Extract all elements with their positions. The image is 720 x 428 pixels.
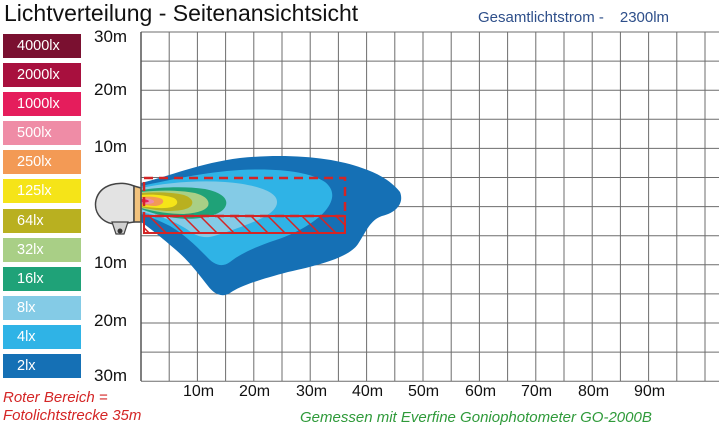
legend-label: 8lx: [17, 299, 36, 316]
legend-label: 2lx: [17, 358, 36, 375]
legend-swatch-4lx: 4lx: [3, 324, 81, 349]
illuminance-legend: 4000lx 2000lx 1000lx 500lx 250lx 125lx 6…: [3, 34, 81, 383]
flux-label: Gesamtlichtstrom -: [478, 9, 604, 26]
y-label-10m-top: 10m: [94, 137, 128, 156]
x-label-10m: 10m: [183, 383, 215, 400]
flux-value: 2300lm: [619, 9, 670, 26]
legend-label: 125lx: [17, 183, 52, 200]
lamp-icon: [94, 182, 142, 235]
total-luminous-flux: Gesamtlichtstrom - 2300lm: [478, 9, 669, 26]
legend-label: 250lx: [17, 154, 52, 171]
legend-label: 16lx: [17, 270, 44, 287]
y-label-20m-bottom: 20m: [94, 311, 128, 330]
legend-swatch-64lx: 64lx: [3, 208, 81, 233]
y-label-20m-top: 20m: [94, 80, 128, 99]
x-label-60m: 60m: [465, 383, 497, 400]
legend-label: 64lx: [17, 212, 44, 229]
x-label-20m: 20m: [239, 383, 271, 400]
red-area-note: Roter Bereich = Fotolichtstrecke 35m: [3, 389, 141, 425]
measurement-note: Gemessen mit Everfine Goniophotometer GO…: [300, 409, 652, 426]
legend-label: 1000lx: [17, 96, 60, 113]
x-label-30m: 30m: [296, 383, 328, 400]
red-area-note-line1: Roter Bereich =: [3, 389, 108, 406]
legend-swatch-1000lx: 1000lx: [3, 92, 81, 117]
legend-swatch-32lx: 32lx: [3, 237, 81, 262]
y-label-30m-bottom: 30m: [94, 366, 128, 385]
legend-swatch-500lx: 500lx: [3, 121, 81, 146]
legend-label: 32lx: [17, 241, 44, 258]
y-label-30m-top: 30m: [94, 27, 128, 46]
legend-swatch-8lx: 8lx: [3, 295, 81, 320]
legend-swatch-4000lx: 4000lx: [3, 34, 81, 58]
legend-label: 500lx: [17, 125, 52, 142]
legend-swatch-2000lx: 2000lx: [3, 63, 81, 88]
red-range-outline: [142, 176, 347, 218]
red-range-hatch: [143, 215, 346, 234]
x-label-90m: 90m: [634, 383, 666, 400]
y-label-10m-bottom: 10m: [94, 253, 128, 272]
legend-label: 2000lx: [17, 67, 60, 84]
page-title: Lichtverteilung - Seitenansichtsicht: [4, 0, 359, 26]
x-label-50m: 50m: [408, 383, 440, 400]
legend-label: 4000lx: [17, 38, 60, 54]
legend-label: 4lx: [17, 328, 36, 345]
legend-swatch-250lx: 250lx: [3, 150, 81, 175]
legend-swatch-125lx: 125lx: [3, 179, 81, 204]
legend-swatch-16lx: 16lx: [3, 266, 81, 291]
red-photo-range-area: [142, 176, 347, 234]
x-label-70m: 70m: [521, 383, 553, 400]
x-label-40m: 40m: [352, 383, 384, 400]
legend-swatch-2lx: 2lx: [3, 354, 81, 379]
red-area-note-line2: Fotolichtstrecke 35m: [3, 407, 142, 424]
x-label-80m: 80m: [578, 383, 610, 400]
